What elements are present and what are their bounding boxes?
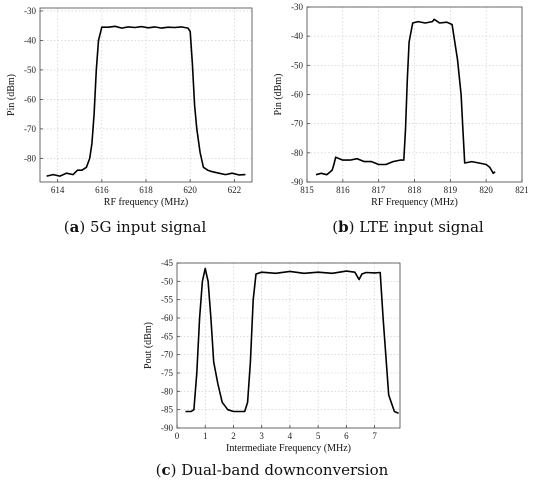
x-tick-label: 7 — [372, 431, 377, 441]
x-tick-label: 620 — [183, 185, 197, 195]
panel-caption: (c) Dual-band downconversion — [156, 461, 389, 479]
x-tick-label: 819 — [444, 185, 458, 195]
y-tick-label: -30 — [291, 2, 303, 12]
x-tick-label: 4 — [288, 431, 293, 441]
y-tick-label: -55 — [161, 295, 173, 305]
panel-caption: (a) 5G input signal — [64, 218, 207, 236]
x-tick-label: 6 — [344, 431, 349, 441]
series-line — [185, 267, 399, 415]
x-tick-label: 3 — [259, 431, 264, 441]
x-tick-label: 820 — [479, 185, 493, 195]
x-tick-label: 616 — [95, 185, 109, 195]
x-tick-label: 2 — [231, 431, 236, 441]
x-tick-label: 622 — [228, 185, 242, 195]
x-tick-label: 821 — [515, 185, 529, 195]
series-line — [46, 25, 246, 177]
y-tick-label: -50 — [24, 65, 36, 75]
y-tick-label: -60 — [291, 90, 303, 100]
x-tick-label: 815 — [300, 185, 314, 195]
y-tick-label: -70 — [24, 124, 36, 134]
x-tick-label: 818 — [408, 185, 422, 195]
y-axis-label: Pin (dBm) — [6, 74, 17, 116]
y-tick-label: -65 — [161, 331, 173, 341]
x-tick-label: 618 — [139, 185, 153, 195]
caption-letter: a — [70, 218, 80, 236]
y-tick-label: -90 — [291, 177, 303, 187]
x-axis-label: RF frequency (MHz) — [104, 197, 188, 208]
y-tick-label: -75 — [161, 368, 173, 378]
x-tick-label: 816 — [336, 185, 350, 195]
plot-frame — [176, 262, 401, 429]
caption-text: LTE input signal — [359, 218, 484, 236]
panel-c-dual-band: 0 1 2 3 4 5 6 7 -45 -50 -55 -60 -65 -70 -75 -80 -85 -90 I… — [143, 258, 401, 479]
y-axis-label: Pin (dBm) — [273, 74, 284, 116]
y-tick-label: -50 — [291, 60, 303, 70]
x-tick-label: 0 — [175, 431, 180, 441]
x-tick-label: 614 — [51, 185, 65, 195]
panel-b-lte-input: 815 816 817 818 819 820 821 -30 -40 -50 -60 -70 -80 -… — [273, 2, 529, 236]
x-tick-label: 5 — [316, 431, 321, 441]
y-tick-label: -45 — [161, 258, 173, 268]
caption-text: Dual-band downconversion — [181, 461, 388, 479]
y-axis-label: Pout (dBm) — [143, 322, 154, 369]
y-tick-label: -80 — [24, 153, 36, 163]
y-tick-label: -60 — [24, 94, 36, 104]
x-tick-label: 1 — [203, 431, 208, 441]
x-axis-label: Intermediate Frequency (MHz) — [226, 443, 351, 454]
y-tick-label: -50 — [161, 276, 173, 286]
x-tick-label: 817 — [372, 185, 386, 195]
y-tick-label: -80 — [161, 386, 173, 396]
y-tick-label: -40 — [24, 35, 36, 45]
y-tick-label: -40 — [291, 31, 303, 41]
caption-letter: b — [338, 218, 349, 236]
y-tick-label: -70 — [291, 119, 303, 129]
caption-text: 5G input signal — [90, 218, 207, 236]
y-tick-label: -90 — [161, 423, 173, 433]
y-tick-label: -70 — [161, 350, 173, 360]
panel-a-5g-input: 614 616 618 620 622 -30 -40 -50 -60 -70 -80 RF fre… — [6, 6, 253, 236]
y-tick-label: -80 — [291, 148, 303, 158]
x-axis-label: RF Frequency (MHz) — [371, 197, 458, 208]
caption-letter: c — [162, 461, 171, 479]
series-line — [315, 18, 496, 176]
y-tick-label: -30 — [24, 6, 36, 16]
y-tick-label: -85 — [161, 405, 173, 415]
panel-caption: (b) LTE input signal — [332, 218, 484, 236]
y-tick-label: -60 — [161, 313, 173, 323]
